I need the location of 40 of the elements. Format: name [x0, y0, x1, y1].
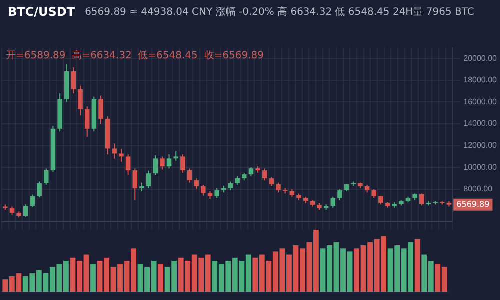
candlestick	[214, 188, 220, 199]
annotation: 6569.89	[456, 200, 490, 209]
chart-title: BTC/USDT	[8, 5, 76, 19]
y-tick-label: 14000.00	[464, 119, 498, 128]
y-tick-label: 12000.00	[464, 140, 498, 150]
candlestick	[112, 143, 118, 160]
candlestick	[78, 85, 83, 116]
candlestick	[153, 155, 158, 176]
candlestick	[98, 95, 104, 125]
annotation: 开=6589.89 高=6634.32 低=6548.45 收=6569.89	[6, 49, 264, 62]
chart-subtitle: 6569.89 ≈ 44938.04 CNY 涨幅 -0.20% 高 6634.32 低 6548.45 24H量 7965 BTC	[85, 6, 474, 19]
candlestick	[126, 154, 131, 176]
candlestick	[71, 66, 76, 94]
candlestick	[187, 168, 192, 184]
candlestick	[44, 168, 49, 186]
candlestick	[201, 184, 206, 196]
candlestick	[166, 154, 172, 170]
candlestick	[262, 168, 268, 182]
bar	[158, 264, 164, 292]
candlestick	[160, 156, 165, 170]
candlestick	[276, 182, 281, 194]
candlestick	[132, 168, 138, 201]
candlestick	[119, 148, 124, 163]
bar	[414, 239, 420, 292]
y-tick-label: 20000.00	[464, 54, 498, 63]
y-tick-label: 18000.00	[464, 76, 498, 85]
candlestick	[37, 181, 42, 198]
candlestick	[180, 154, 186, 174]
candlestick	[84, 106, 90, 138]
candlestick	[24, 204, 28, 218]
candlestick	[146, 170, 152, 189]
candlestick	[174, 150, 178, 162]
candlestick	[194, 178, 199, 190]
y-tick-label: 10000.00	[464, 162, 498, 172]
y-tick-label: 8000.00	[464, 184, 494, 194]
candlestick	[338, 188, 342, 201]
y-tick-label: 16000.00	[464, 97, 498, 106]
candlestick	[30, 194, 36, 208]
bar	[90, 264, 96, 292]
candlestick	[420, 193, 424, 206]
